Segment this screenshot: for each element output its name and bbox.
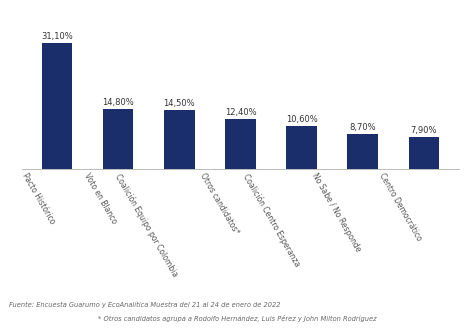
Text: 8,70%: 8,70% <box>349 123 376 132</box>
Bar <box>286 126 317 169</box>
Text: 14,80%: 14,80% <box>102 98 134 107</box>
Text: 12,40%: 12,40% <box>225 108 256 117</box>
Bar <box>225 119 255 169</box>
Text: Fuente: Encuesta Guarumo y EcoAnalítica Muestra del 21 al 24 de enero de 2022: Fuente: Encuesta Guarumo y EcoAnalítica … <box>9 301 281 308</box>
Bar <box>409 137 439 169</box>
Bar <box>42 43 73 169</box>
Text: * Otros candidatos agrupa a Rodolfo Hernández, Luis Pérez y John Milton Rodrígue: * Otros candidatos agrupa a Rodolfo Hern… <box>98 315 376 322</box>
Text: 14,50%: 14,50% <box>164 99 195 108</box>
Text: 7,90%: 7,90% <box>410 126 437 135</box>
Bar <box>164 110 195 169</box>
Text: 31,10%: 31,10% <box>41 32 73 41</box>
Bar <box>103 109 134 169</box>
Bar <box>347 134 378 169</box>
Text: 10,60%: 10,60% <box>286 115 318 124</box>
